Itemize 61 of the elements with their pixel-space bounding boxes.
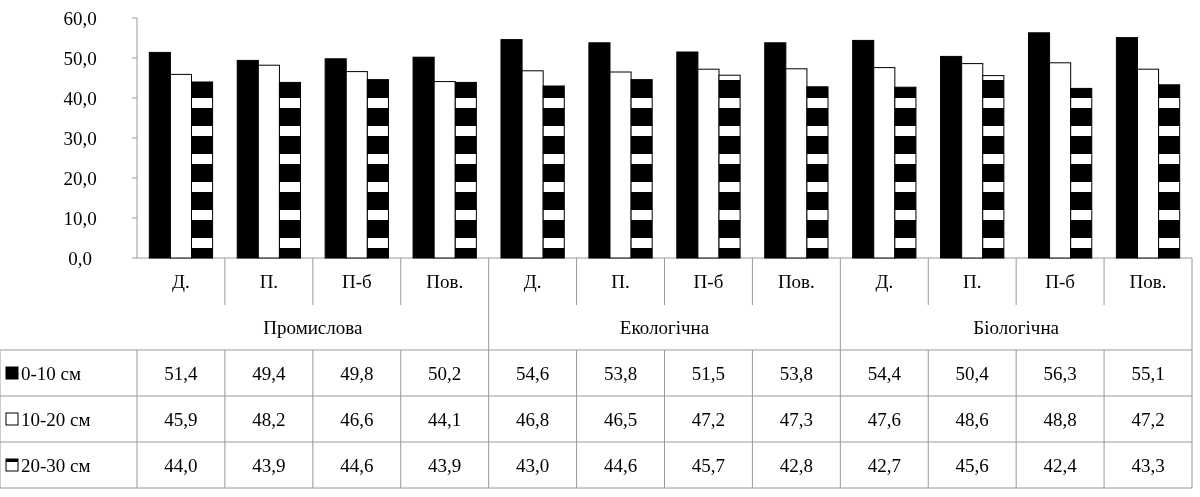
y-tick-label: 10,0 bbox=[63, 207, 97, 229]
data-label: 44,0 bbox=[164, 454, 198, 476]
x-tick-label: Д. bbox=[875, 271, 894, 293]
y-tick-label: 20,0 bbox=[63, 167, 97, 189]
data-label: 45,9 bbox=[164, 408, 198, 430]
data-label: 46,8 bbox=[516, 408, 550, 430]
y-tick-label: 40,0 bbox=[63, 87, 97, 109]
data-label: 47,2 bbox=[1131, 408, 1165, 430]
data-label: 49,8 bbox=[340, 362, 374, 384]
x-tick-label: П-б bbox=[1045, 271, 1075, 293]
data-label: 49,4 bbox=[252, 362, 286, 384]
legend-label: 20-30 см bbox=[21, 454, 91, 476]
x-tick-label: Д. bbox=[523, 271, 542, 293]
data-label: 43,9 bbox=[252, 454, 286, 476]
legend-label: 0-10 см bbox=[21, 362, 82, 384]
text: Біологічна bbox=[973, 317, 1060, 339]
data-label: 50,4 bbox=[955, 362, 990, 384]
data-label: 44,6 bbox=[340, 454, 374, 476]
x-tick-label: Пов. bbox=[426, 271, 464, 293]
data-label: 51,5 bbox=[691, 362, 726, 384]
data-label: 43,0 bbox=[516, 454, 550, 476]
data-label: 47,3 bbox=[779, 408, 813, 430]
legend-label: 10-20 см bbox=[21, 408, 91, 430]
data-label: 48,6 bbox=[955, 408, 989, 430]
text: Промислова bbox=[263, 317, 363, 339]
y-tick-label: 30,0 bbox=[63, 127, 97, 149]
data-label: 50,2 bbox=[428, 362, 462, 384]
x-tick-label: П-б bbox=[693, 271, 724, 293]
x-tick-label: П. bbox=[962, 271, 982, 293]
data-label: 45,6 bbox=[955, 454, 989, 476]
x-tick-label: П. bbox=[611, 271, 630, 293]
data-label: 43,3 bbox=[1131, 454, 1165, 476]
data-label: 45,7 bbox=[691, 454, 726, 476]
data-label: 46,6 bbox=[340, 408, 374, 430]
data-label: 54,4 bbox=[867, 362, 902, 384]
data-label: 48,2 bbox=[252, 408, 286, 430]
data-label: 53,8 bbox=[779, 362, 813, 384]
data-label: 47,6 bbox=[867, 408, 901, 430]
data-label: 42,8 bbox=[779, 454, 813, 476]
data-label: 53,8 bbox=[603, 362, 638, 384]
data-label: 56,3 bbox=[1043, 362, 1077, 384]
data-label: 51,4 bbox=[164, 362, 199, 384]
x-tick-label: Пов. bbox=[777, 271, 815, 293]
data-label: 42,4 bbox=[1043, 454, 1078, 476]
data-label: 44,1 bbox=[428, 408, 462, 430]
data-label: 43,9 bbox=[428, 454, 462, 476]
data-label: 54,6 bbox=[516, 362, 550, 384]
y-tick-label: 50,0 bbox=[63, 47, 97, 69]
data-label: 44,6 bbox=[603, 454, 638, 476]
y-tick-label: 0,0 bbox=[68, 247, 92, 269]
data-label: 48,8 bbox=[1043, 408, 1077, 430]
data-label: 47,2 bbox=[691, 408, 726, 430]
data-label: 42,7 bbox=[867, 454, 901, 476]
text: Екологічна bbox=[619, 317, 710, 339]
data-label: 55,1 bbox=[1131, 362, 1165, 384]
x-tick-label: П-б bbox=[341, 271, 372, 293]
x-tick-label: Д. bbox=[172, 271, 190, 293]
y-tick-label: 60,0 bbox=[63, 7, 97, 29]
x-tick-label: П. bbox=[259, 271, 279, 293]
data-label: 46,5 bbox=[603, 408, 638, 430]
x-tick-label: Пов. bbox=[1129, 271, 1167, 293]
